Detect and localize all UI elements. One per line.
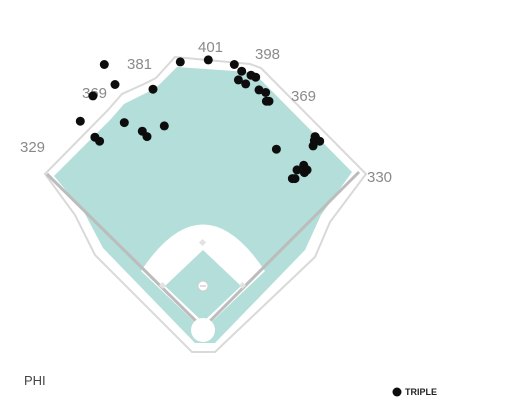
distance-label-rf-line: 330 — [367, 169, 392, 186]
hit-marker-30 — [299, 168, 309, 178]
hit-marker-9 — [142, 132, 152, 142]
hit-marker-27 — [292, 165, 302, 175]
hit-marker-11 — [159, 121, 169, 131]
legend: TRIPLE — [392, 387, 437, 397]
hit-marker-12 — [175, 57, 185, 67]
hit-marker-21 — [261, 88, 271, 97]
outfield-grass — [54, 67, 352, 343]
hit-marker-17 — [241, 79, 251, 89]
hit-marker-26 — [290, 174, 300, 184]
hit-marker-1 — [75, 116, 85, 126]
legend-label-triple: TRIPLE — [405, 387, 437, 397]
second-base — [198, 238, 207, 247]
first-base — [238, 281, 247, 290]
hit-marker-19 — [251, 72, 261, 82]
hit-marker-36 — [315, 136, 325, 146]
right-foul-line — [201, 170, 361, 330]
hit-marker-5 — [99, 60, 109, 69]
hit-marker-10 — [148, 84, 158, 94]
distance-label-rf: 369 — [291, 88, 316, 105]
team-label: PHI — [24, 373, 46, 388]
distance-label-lcf: 381 — [127, 56, 152, 73]
hit-marker-15 — [237, 66, 247, 76]
hit-marker-13 — [203, 55, 213, 65]
legend-marker-triple — [392, 387, 402, 397]
home-plate-area — [191, 318, 215, 342]
hit-marker-4 — [95, 136, 105, 146]
distance-label-cf: 401 — [198, 39, 223, 56]
hit-markers — [75, 55, 325, 184]
distance-label-lf-line: 329 — [20, 139, 45, 156]
hit-marker-23 — [264, 96, 274, 106]
hit-marker-6 — [110, 80, 120, 89]
hit-marker-14 — [229, 60, 239, 69]
hit-marker-7 — [119, 118, 129, 128]
hit-marker-24 — [271, 144, 281, 154]
third-base — [158, 281, 167, 290]
hit-marker-2 — [88, 91, 98, 101]
hit-marker-16 — [233, 75, 243, 85]
distance-label-rcf: 398 — [255, 46, 280, 63]
left-foul-line — [45, 172, 205, 330]
